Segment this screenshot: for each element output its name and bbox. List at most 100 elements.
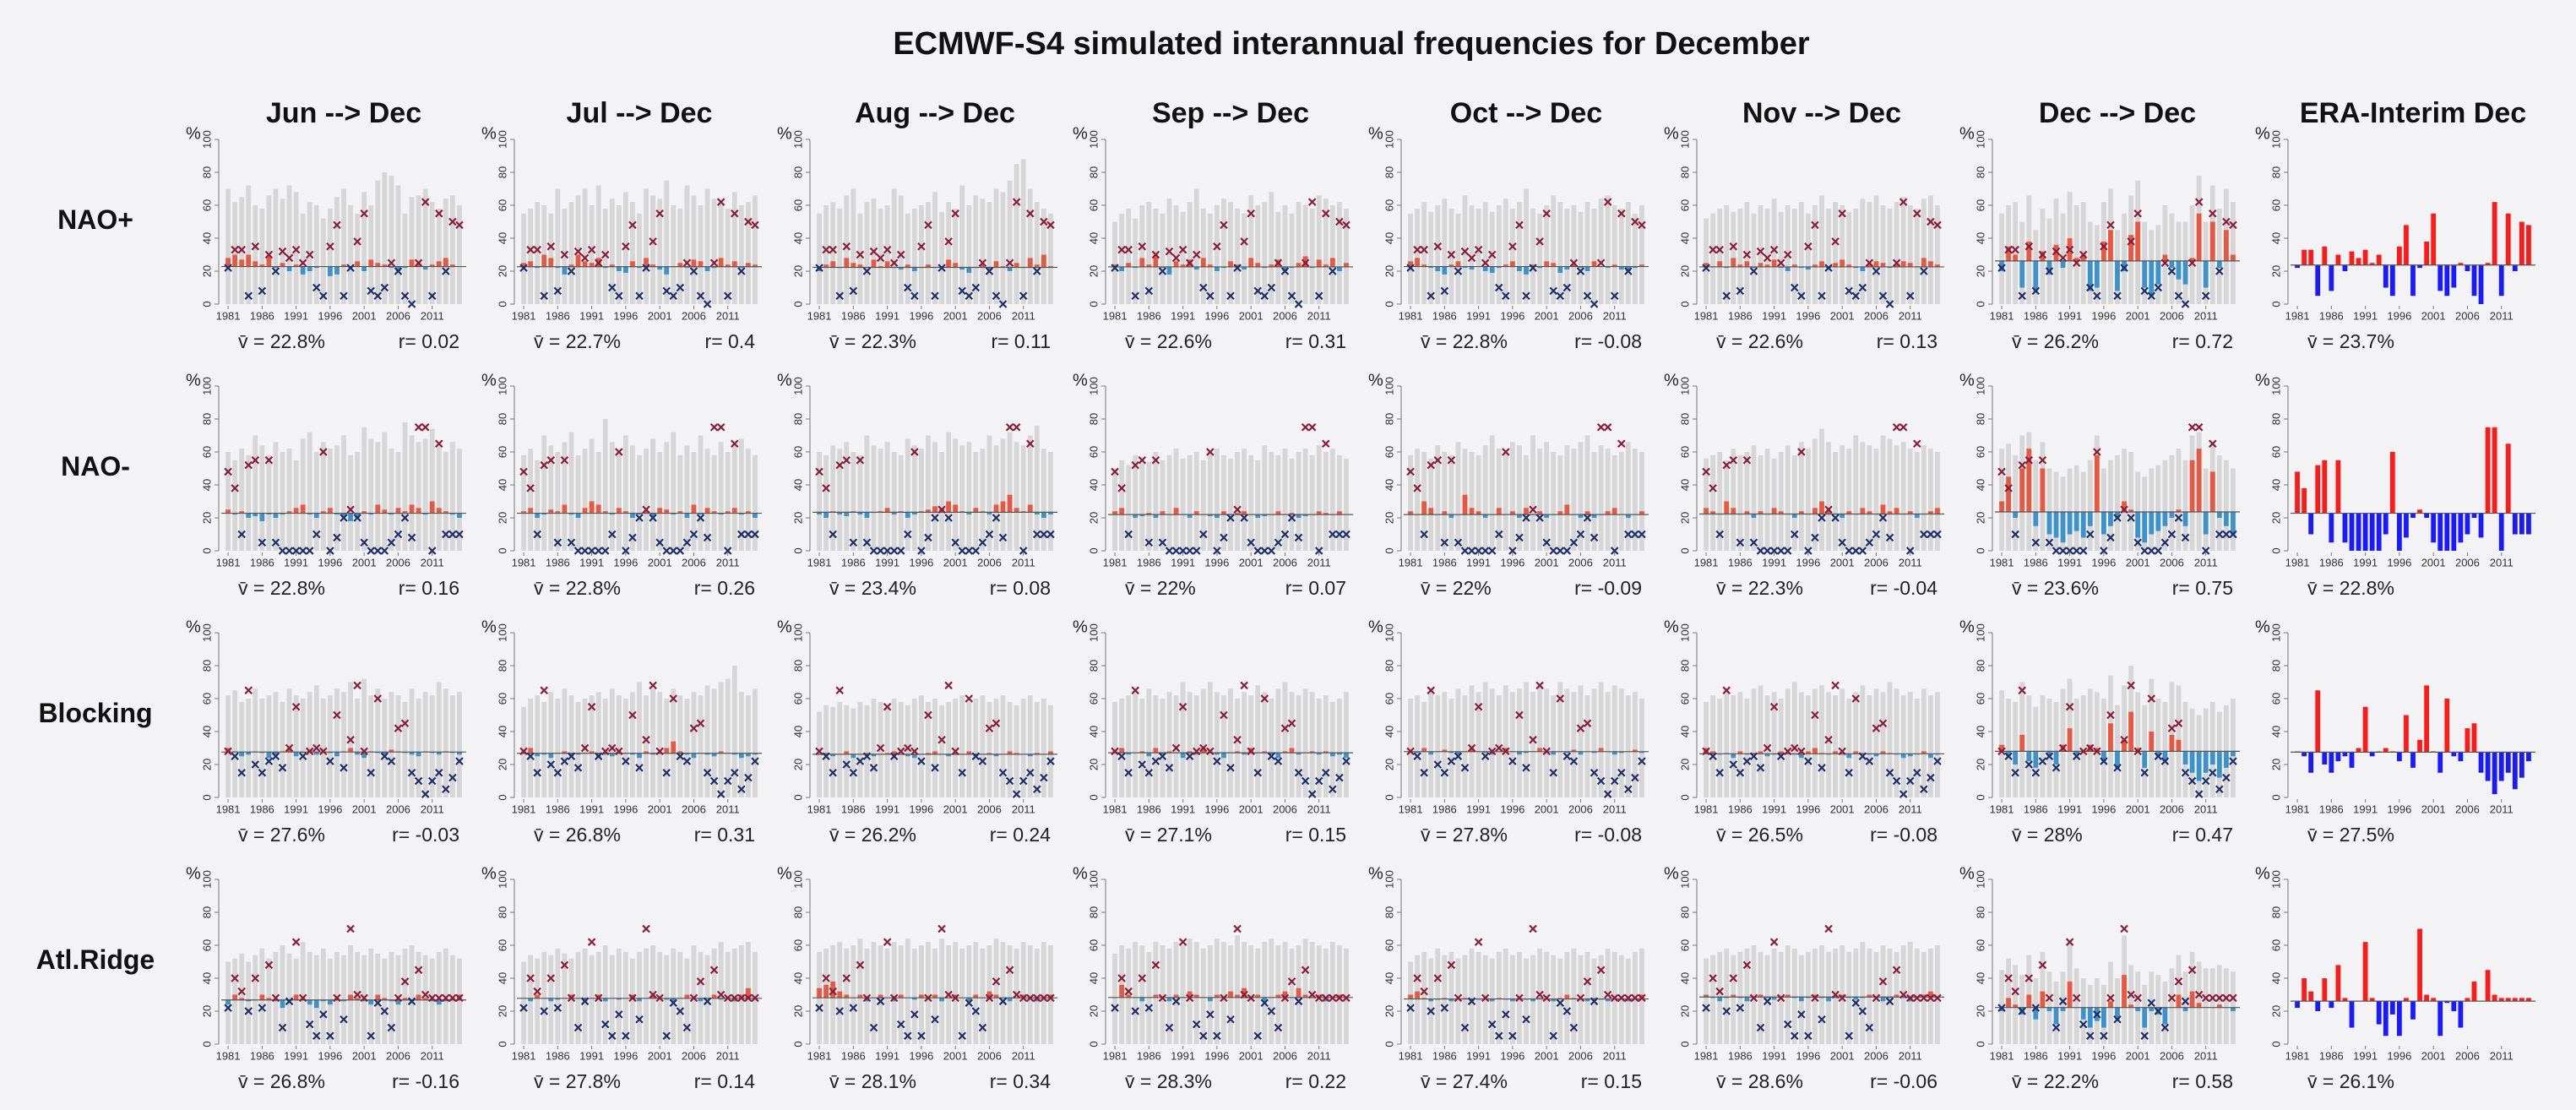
y-tick-label: 80 <box>200 660 213 672</box>
era-cross <box>319 1010 328 1019</box>
spread-bar <box>857 213 863 304</box>
era-cross <box>533 768 541 777</box>
anomaly-bar <box>402 266 408 269</box>
era-cross <box>326 1031 334 1041</box>
mean-label: v̄ = 26.8% <box>238 1070 325 1092</box>
correlation-label: r= 0.47 <box>2172 824 2233 846</box>
spread-bar <box>1914 208 1920 304</box>
x-tick-label: 2006 <box>1864 803 1889 815</box>
era-cross <box>965 694 974 703</box>
mean-label: v̄ = 28% <box>2012 824 2083 846</box>
spread-bar <box>731 948 737 1044</box>
spread-bar <box>449 195 455 304</box>
era-cross <box>1905 776 1915 786</box>
anomaly-bar <box>2223 511 2229 526</box>
y-tick-label: 40 <box>791 972 804 984</box>
era-cross <box>2209 993 2217 1003</box>
y-tick-label: 60 <box>791 693 804 705</box>
x-tick-label: 1996 <box>1796 803 1820 815</box>
y-unit: % <box>1073 864 1088 883</box>
spread-bar <box>1187 454 1193 551</box>
era-cross <box>731 993 739 1003</box>
y-tick-label: 20 <box>791 1005 804 1017</box>
anomaly-bar <box>2471 264 2477 297</box>
spread-bar <box>1014 442 1019 551</box>
era-cross <box>815 1004 823 1012</box>
era-cross <box>1569 1023 1579 1032</box>
x-tick-label: 1991 <box>2057 803 2082 815</box>
era-cross <box>937 264 946 272</box>
anomaly-bar <box>2465 998 2470 1002</box>
x-tick-label: 2011 <box>2194 803 2218 815</box>
spread-bar <box>1248 454 1254 551</box>
anomaly-bar <box>307 513 312 515</box>
x-tick-label: 2001 <box>2126 556 2150 569</box>
y-tick-label: 40 <box>2269 479 2282 491</box>
correlation-label: r= 0.14 <box>694 1070 755 1092</box>
era-cross <box>312 530 321 539</box>
anomaly-bar <box>2060 1007 2066 1011</box>
anomaly-bar <box>2176 994 2182 1008</box>
spread-bar <box>1632 449 1638 551</box>
spread-bar <box>2087 460 2093 551</box>
anomaly-bar <box>1853 997 1859 1000</box>
y-tick-label: 100 <box>1383 623 1395 642</box>
era-cross <box>822 974 830 982</box>
spread-bar <box>731 192 737 304</box>
anomaly-bar <box>2155 751 2161 757</box>
spread-bar <box>918 695 924 797</box>
anomaly-bar <box>857 994 863 998</box>
anomaly-bar <box>1442 511 1448 515</box>
era-cross <box>1206 747 1215 756</box>
era-cross <box>2086 530 2095 539</box>
y-tick-label: 20 <box>2269 512 2282 524</box>
anomaly-bar <box>320 511 326 514</box>
anomaly-bar <box>327 999 333 1005</box>
anomaly-bar <box>1704 508 1709 514</box>
era-cross <box>917 547 926 555</box>
era-cross <box>1487 1020 1497 1029</box>
era-cross <box>553 286 562 296</box>
anomaly-bar <box>691 504 697 514</box>
era-cross <box>1165 1023 1174 1032</box>
era-cross <box>1301 776 1310 786</box>
mean-label: v̄ = 26.1% <box>2307 1070 2394 1092</box>
era-cross <box>896 747 905 756</box>
era-cross <box>1481 547 1490 555</box>
spread-bar <box>2149 468 2155 551</box>
spread-bar <box>1119 460 1125 551</box>
anomaly-bar <box>2135 221 2141 261</box>
spread-bar <box>1724 948 1730 1044</box>
spread-bar <box>273 442 279 551</box>
era-cross <box>1791 283 1799 292</box>
spread-bar <box>259 208 265 304</box>
spread-bar <box>711 688 717 797</box>
spread-bar <box>2006 699 2012 797</box>
era-cross <box>1529 924 1537 933</box>
spread-bar <box>1344 948 1349 1044</box>
spread-bar <box>1935 205 1940 304</box>
anomaly-bar <box>1826 997 1831 1002</box>
anomaly-bar <box>2149 511 2155 535</box>
y-unit: % <box>1959 371 1975 389</box>
x-tick-label: 2006 <box>386 803 410 815</box>
era-cross <box>1920 530 1928 539</box>
era-cross <box>737 267 746 275</box>
spread-bar <box>232 460 238 551</box>
spread-bar <box>2176 449 2182 551</box>
spread-bar <box>2231 468 2236 551</box>
x-tick-label: 2001 <box>1535 556 1559 569</box>
correlation-label: r= -0.09 <box>1574 577 1642 599</box>
anomaly-bar <box>2335 752 2341 762</box>
y-tick-label: 80 <box>200 413 213 425</box>
spread-bar <box>657 452 663 551</box>
anomaly-bar <box>382 264 388 267</box>
anomaly-bar <box>1282 991 1288 998</box>
anomaly-bar <box>348 513 353 521</box>
anomaly-bar <box>671 741 677 754</box>
anomaly-bar <box>2362 513 2368 551</box>
era-cross <box>1487 747 1497 756</box>
anomaly-bar <box>1242 988 1247 998</box>
spread-bar <box>2026 695 2032 797</box>
era-cross <box>2222 217 2231 226</box>
